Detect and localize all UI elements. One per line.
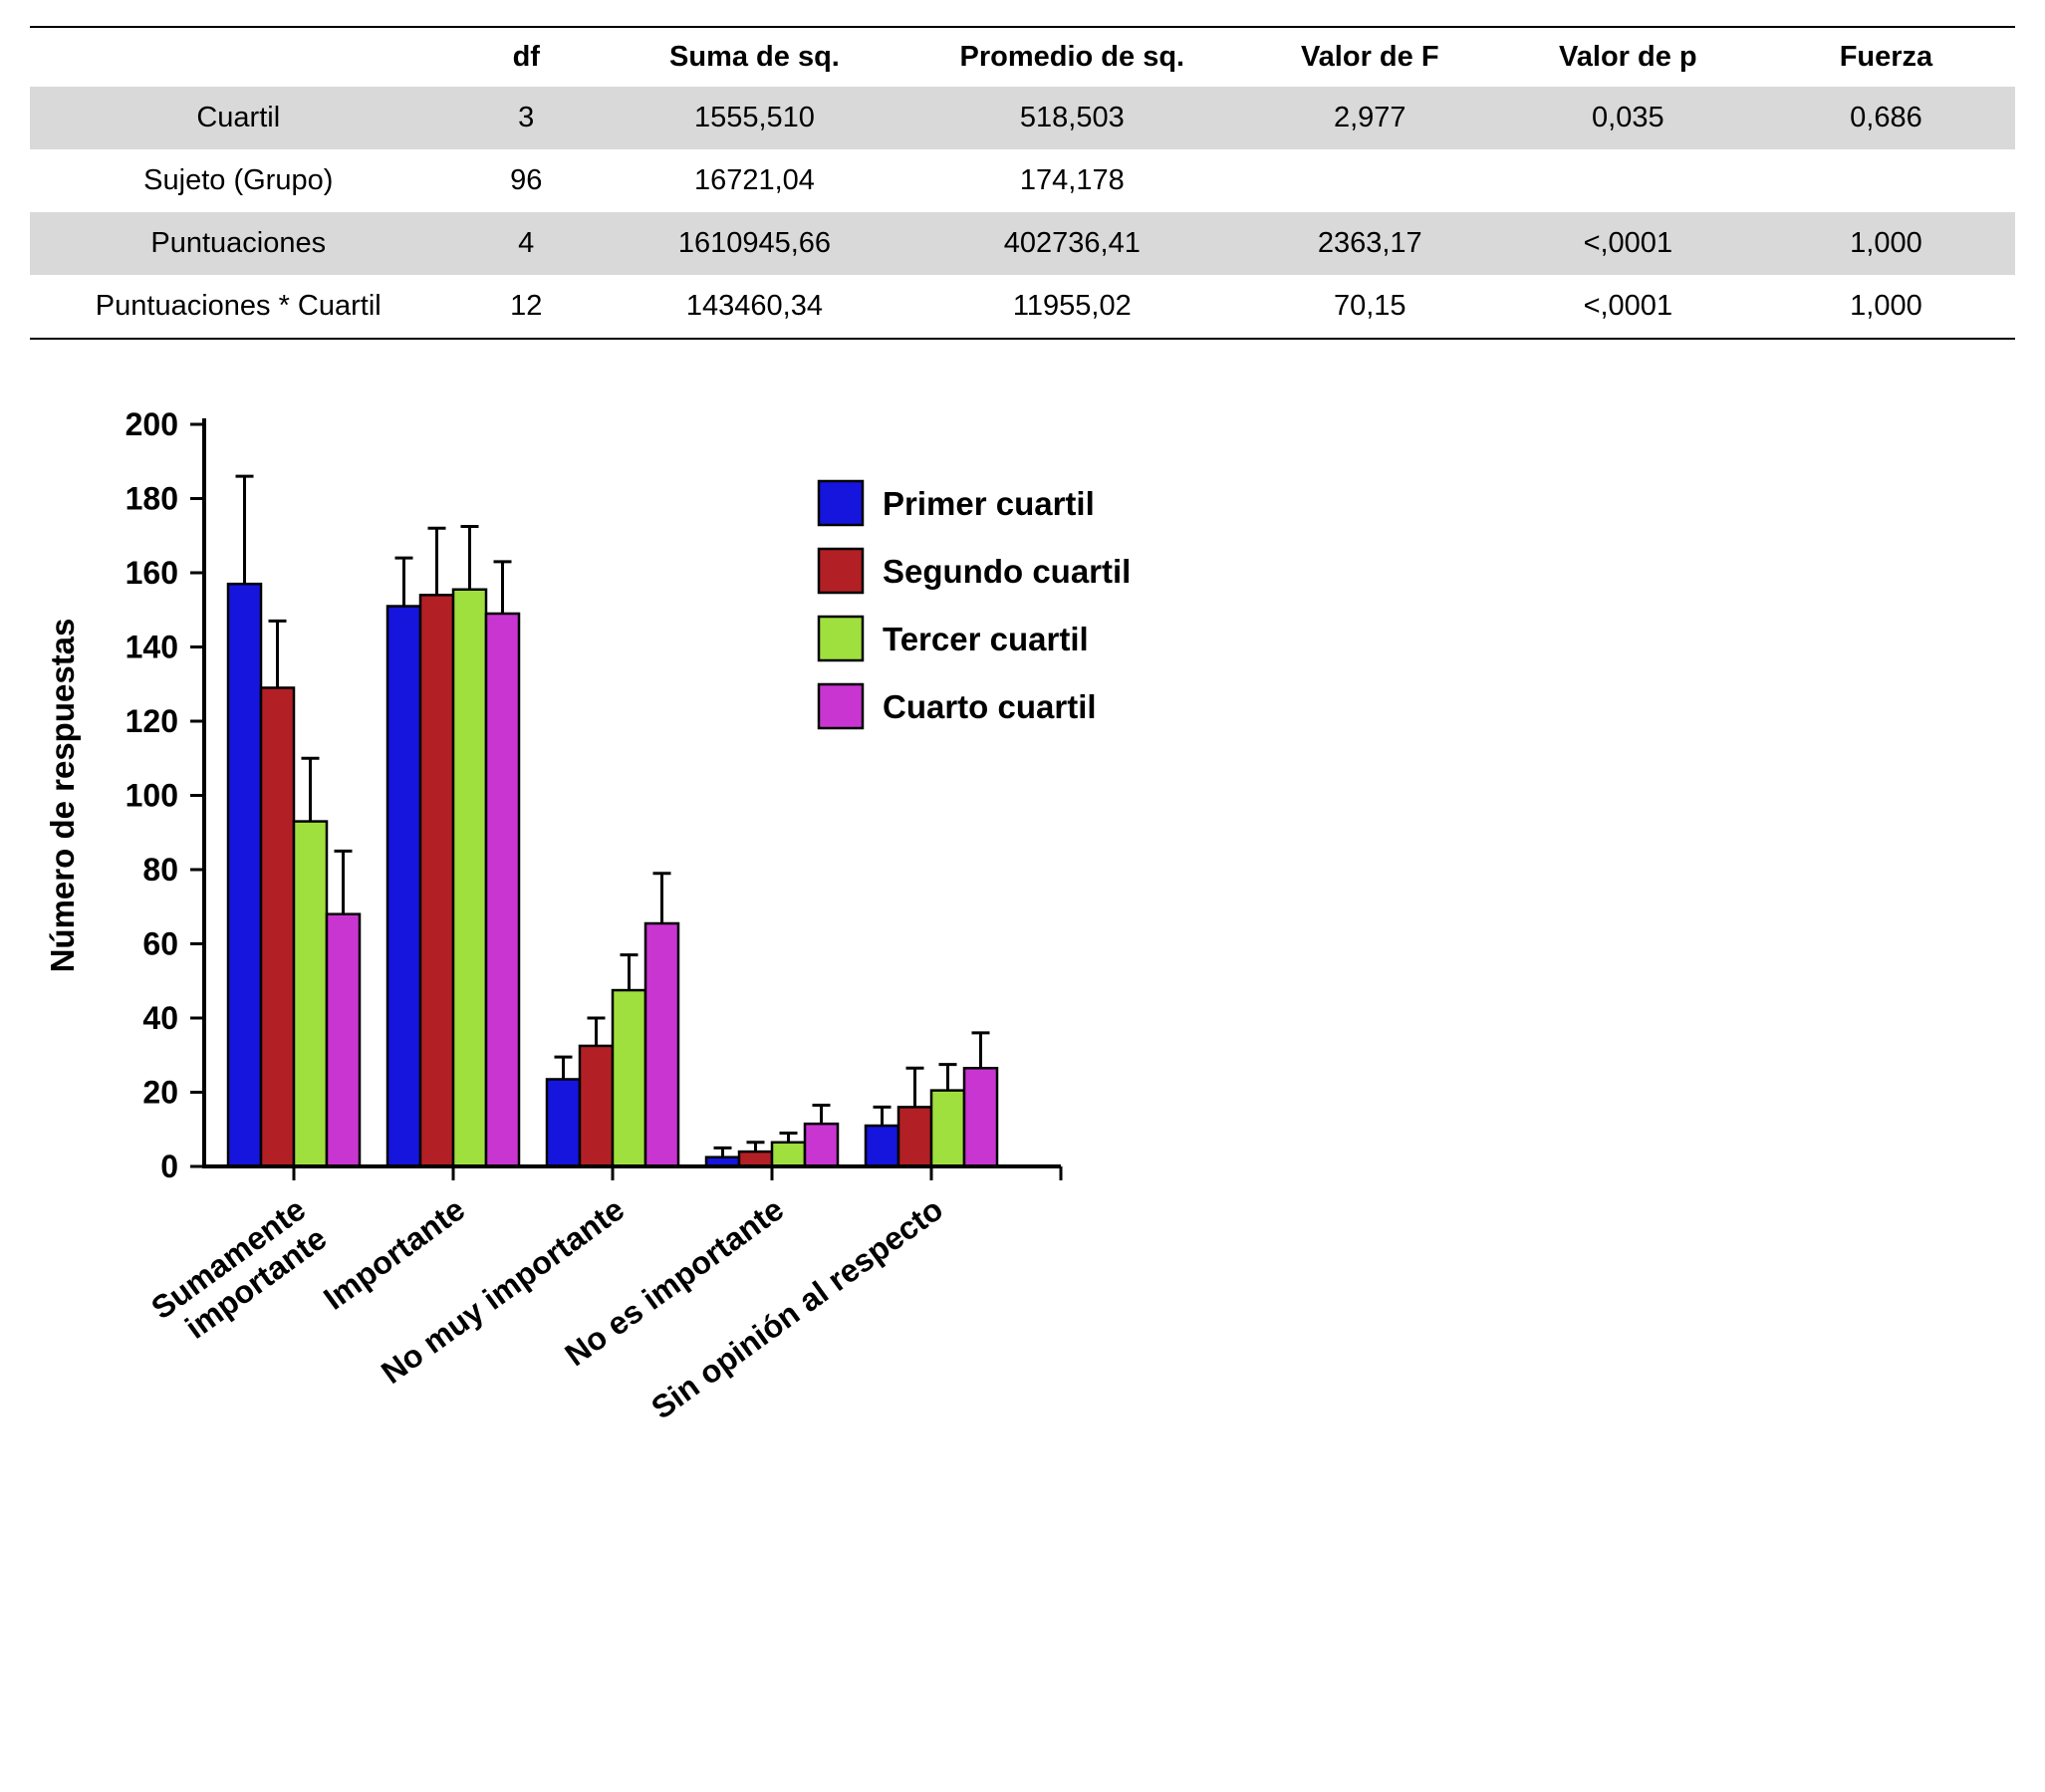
table-row: Puntuaciones * Cuartil 12 143460,34 1195… xyxy=(30,275,2015,339)
bar xyxy=(770,1141,807,1168)
bar xyxy=(611,988,647,1168)
bar xyxy=(226,582,263,1168)
legend-label: Segundo cuartil xyxy=(883,553,1131,590)
bar xyxy=(864,1124,900,1168)
cell: 70,15 xyxy=(1333,290,1406,322)
legend-swatch xyxy=(817,682,865,730)
bar xyxy=(385,605,422,1168)
cell: 0,686 xyxy=(1850,102,1922,133)
cell: 16721,04 xyxy=(693,164,815,196)
bar xyxy=(803,1122,840,1168)
cell: 402736,41 xyxy=(1003,227,1141,259)
bar xyxy=(545,1078,582,1168)
table-row: Puntuaciones 4 1610945,66 402736,41 2363… xyxy=(30,212,2015,275)
table-header-fuerza: Fuerza xyxy=(1839,41,1933,73)
legend-swatch xyxy=(817,615,865,662)
cell: 1610945,66 xyxy=(677,227,832,259)
y-tick-label: 200 xyxy=(126,406,178,442)
bar-chart: 0 20 40 60 80 100 120 140 160 180 200 Sumamenteimpo… xyxy=(44,406,1131,1426)
cell: 3 xyxy=(518,102,535,133)
bar xyxy=(484,612,521,1168)
cell: 0,035 xyxy=(1592,102,1664,133)
cell: 518,503 xyxy=(1019,102,1125,133)
anova-table: df Suma de sq. Promedio de sq. Valor de … xyxy=(30,26,2015,340)
cell xyxy=(1757,149,2015,212)
table-header-df: df xyxy=(512,41,540,73)
cell: 11955,02 xyxy=(1012,290,1132,322)
cell: 2363,17 xyxy=(1317,227,1422,259)
bar xyxy=(896,1106,933,1168)
row-label: Puntuaciones xyxy=(150,227,327,259)
cell xyxy=(1241,149,1499,212)
bar xyxy=(578,1044,615,1168)
bar xyxy=(737,1150,774,1168)
cell xyxy=(1499,149,1757,212)
legend-swatch xyxy=(817,479,865,527)
table-header-empty xyxy=(30,27,447,87)
row-label: Cuartil xyxy=(196,102,281,133)
bar xyxy=(451,588,488,1168)
y-tick-label: 40 xyxy=(142,1000,178,1036)
table-header-row: df Suma de sq. Promedio de sq. Valor de … xyxy=(30,27,2015,87)
y-tick-label: 120 xyxy=(126,703,178,739)
anova-table-section: df Suma de sq. Promedio de sq. Valor de … xyxy=(0,0,2045,340)
cell: <,0001 xyxy=(1583,290,1673,322)
legend-swatch xyxy=(817,547,865,595)
table-row: Sujeto (Grupo) 96 16721,04 174,178 xyxy=(30,149,2015,212)
cell: 1,000 xyxy=(1850,290,1922,322)
cell: 143460,34 xyxy=(685,290,823,322)
x-category-label: Sin opinión al respecto xyxy=(644,1191,949,1426)
y-tick-label: 140 xyxy=(126,630,178,665)
bar xyxy=(929,1089,966,1168)
chart-section: 0 20 40 60 80 100 120 140 160 180 200 Sumamenteimpo… xyxy=(30,389,2045,1520)
bar xyxy=(325,912,362,1168)
cell: 174,178 xyxy=(1019,164,1125,196)
y-tick-label: 80 xyxy=(142,852,178,888)
bar xyxy=(259,686,296,1168)
row-label: Sujeto (Grupo) xyxy=(143,164,334,196)
y-tick-label: 60 xyxy=(142,926,178,962)
row-label: Puntuaciones * Cuartil xyxy=(95,290,382,322)
table-header-suma: Suma de sq. xyxy=(669,41,840,73)
cell: 4 xyxy=(518,227,535,259)
x-category-label: Importante xyxy=(317,1191,471,1317)
bar xyxy=(643,921,680,1168)
legend-label: Tercer cuartil xyxy=(883,621,1089,657)
y-tick-label: 0 xyxy=(160,1149,178,1184)
y-tick-label: 100 xyxy=(126,778,178,814)
cell: 1555,510 xyxy=(693,102,815,133)
cell: <,0001 xyxy=(1583,227,1673,259)
y-tick-label: 180 xyxy=(126,481,178,517)
y-tick-label: 20 xyxy=(142,1075,178,1111)
table-header-promedio: Promedio de sq. xyxy=(959,41,1185,73)
table-row: Cuartil 3 1555,510 518,503 2,977 0,035 0… xyxy=(30,87,2015,149)
cell: 12 xyxy=(510,290,543,322)
bar xyxy=(418,594,455,1168)
legend-label: Cuarto cuartil xyxy=(883,688,1097,725)
bar xyxy=(292,820,329,1168)
cell: 2,977 xyxy=(1333,102,1406,133)
table-header-valor-p: Valor de p xyxy=(1559,41,1697,73)
legend-label: Primer cuartil xyxy=(883,485,1095,522)
cell: 96 xyxy=(510,164,543,196)
y-axis-title: Número de respuestas xyxy=(44,619,81,973)
bar xyxy=(962,1067,999,1168)
y-tick-label: 160 xyxy=(126,555,178,591)
cell: 1,000 xyxy=(1850,227,1922,259)
table-header-valor-f: Valor de F xyxy=(1300,41,1439,73)
x-category-label: Sumamenteimportante xyxy=(144,1191,333,1356)
